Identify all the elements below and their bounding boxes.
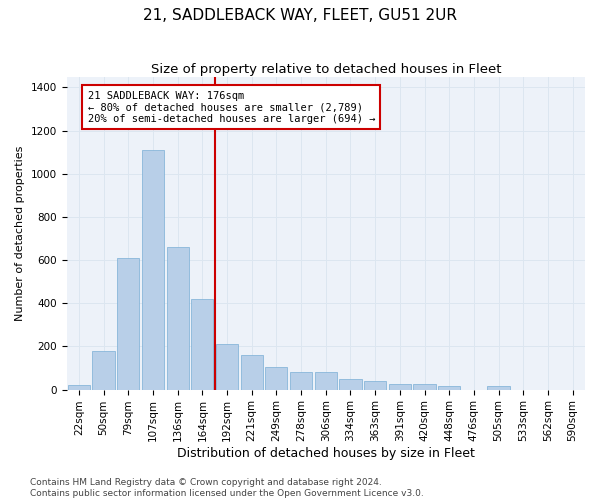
Bar	[314, 372, 337, 390]
Bar	[241, 355, 263, 390]
Bar	[167, 247, 189, 390]
Title: Size of property relative to detached houses in Fleet: Size of property relative to detached ho…	[151, 62, 501, 76]
Bar	[265, 367, 287, 390]
Bar	[191, 299, 214, 390]
Bar	[117, 258, 139, 390]
Bar	[216, 344, 238, 390]
Bar	[142, 150, 164, 390]
Bar	[487, 386, 509, 390]
Bar	[68, 386, 90, 390]
Text: 21, SADDLEBACK WAY, FLEET, GU51 2UR: 21, SADDLEBACK WAY, FLEET, GU51 2UR	[143, 8, 457, 22]
Bar	[389, 384, 411, 390]
X-axis label: Distribution of detached houses by size in Fleet: Distribution of detached houses by size …	[177, 447, 475, 460]
Bar	[413, 384, 436, 390]
Bar	[92, 351, 115, 390]
Bar	[290, 372, 312, 390]
Text: Contains HM Land Registry data © Crown copyright and database right 2024.
Contai: Contains HM Land Registry data © Crown c…	[30, 478, 424, 498]
Bar	[438, 386, 460, 390]
Y-axis label: Number of detached properties: Number of detached properties	[15, 146, 25, 321]
Text: 21 SADDLEBACK WAY: 176sqm
← 80% of detached houses are smaller (2,789)
20% of se: 21 SADDLEBACK WAY: 176sqm ← 80% of detac…	[88, 90, 375, 124]
Bar	[364, 381, 386, 390]
Bar	[340, 379, 362, 390]
